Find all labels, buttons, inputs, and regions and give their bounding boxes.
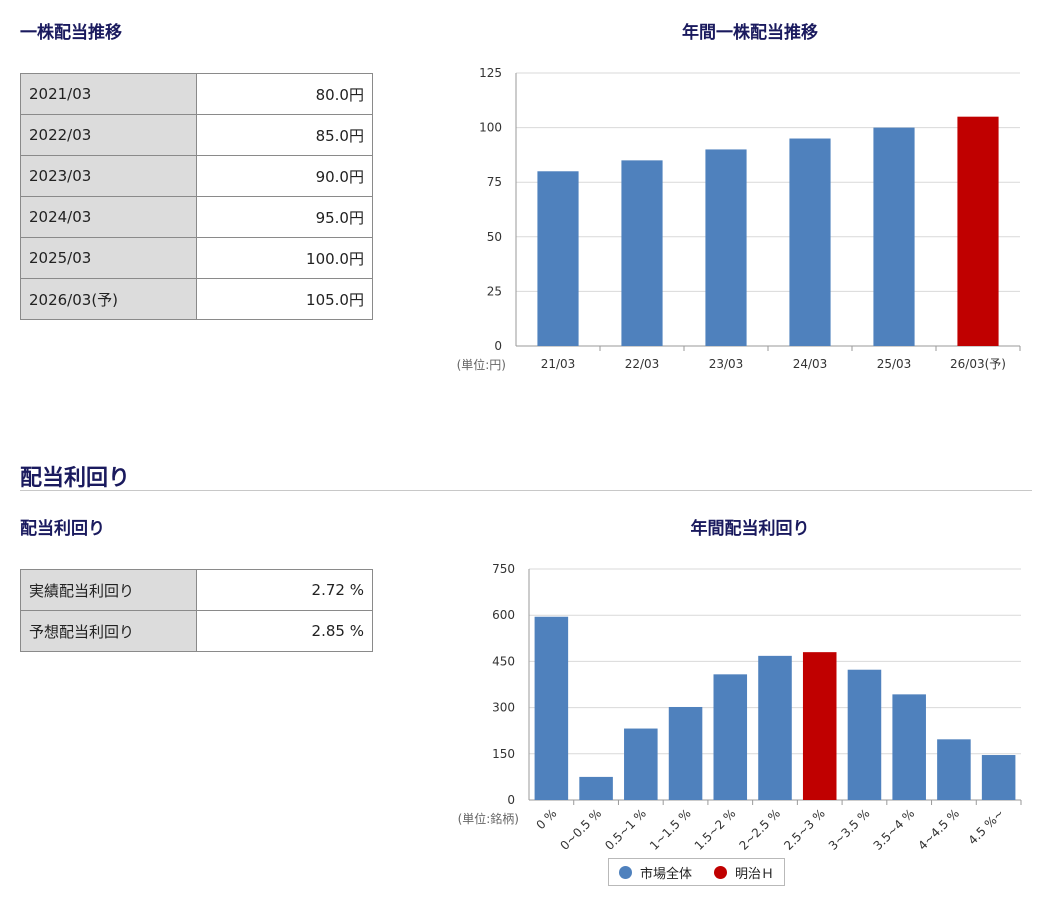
- row-value: 105.0: [306, 290, 349, 309]
- bar: [537, 171, 579, 346]
- x-tick-label: 1.5~2 %: [692, 806, 739, 853]
- y-tick-label: 300: [492, 701, 515, 715]
- row-unit: 円: [348, 126, 364, 145]
- y-tick-label: 100: [479, 121, 502, 135]
- x-tick-label: 21/03: [541, 357, 576, 371]
- row-unit: 円: [348, 167, 364, 186]
- row-value: 80.0: [315, 85, 349, 104]
- unit-label: (単位:円): [457, 357, 506, 372]
- dividend-yield-distribution-chart: 0 150 300 450 600 750 0 %0~0.5 %0.5~1 %1~1.5 %…: [458, 562, 1022, 853]
- x-tick-label: 22/03: [625, 357, 660, 371]
- bar: [579, 776, 613, 800]
- x-tick-label: 1~1.5 %: [647, 806, 694, 853]
- bar: [705, 149, 747, 346]
- x-tick-label: 0 %: [533, 806, 559, 832]
- row-unit: 円: [348, 290, 364, 309]
- chart1-title: 年間一株配当推移: [682, 23, 818, 43]
- row-label: 2023/03: [20, 155, 197, 197]
- row-label: 2024/03: [20, 196, 197, 238]
- bar: [624, 728, 658, 800]
- y-tick-label: 25: [487, 284, 502, 298]
- annual-dividend-chart: 0 25 50 75 100 125 21/03 22/03 23/03 24/03 25/03 26…: [457, 66, 1021, 372]
- table-row: 2026/03(予) 105.0円: [20, 278, 373, 320]
- row-label: 実績配当利回り: [20, 569, 197, 611]
- table-row: 2021/03 80.0円: [20, 73, 373, 115]
- bar: [802, 652, 837, 800]
- bar: [873, 127, 915, 346]
- x-tick-label: 0.5~1 %: [602, 806, 649, 853]
- x-tick-label: 26/03(予): [950, 357, 1006, 371]
- legend-marker: [714, 865, 728, 879]
- bar: [668, 706, 703, 800]
- legend-item-market: 市場全体: [619, 863, 692, 882]
- table-row: 2025/03 100.0円: [20, 237, 373, 279]
- bar: [534, 616, 569, 800]
- x-tick-label: 23/03: [709, 357, 744, 371]
- row-unit: 円: [348, 249, 364, 268]
- y-tick-label: 50: [487, 230, 502, 244]
- dividend-yield-heading: 配当利回り: [20, 519, 105, 539]
- row-value: 85.0: [315, 126, 349, 145]
- y-tick-label: 600: [492, 608, 515, 622]
- bar: [937, 739, 971, 800]
- row-label: 2026/03(予): [20, 278, 197, 320]
- unit-label: (単位:銘柄): [458, 811, 519, 826]
- table-row: 2024/03 95.0円: [20, 196, 373, 238]
- x-tick-label: 0~0.5 %: [558, 806, 605, 853]
- row-value: 90.0: [315, 167, 349, 186]
- chart2-title: 年間配当利回り: [690, 519, 810, 539]
- row-label: 2022/03: [20, 114, 197, 156]
- bar: [758, 655, 792, 800]
- table-row: 実績配当利回り 2.72 %: [20, 569, 373, 611]
- row-label: 予想配当利回り: [20, 610, 197, 652]
- y-tick-label: 125: [479, 66, 502, 80]
- row-label: 2025/03: [20, 237, 197, 279]
- dividend-yield-table: 実績配当利回り 2.72 % 予想配当利回り 2.85 %: [20, 569, 373, 652]
- bar: [957, 116, 999, 347]
- table-row: 2022/03 85.0円: [20, 114, 373, 156]
- dividend-history-table: 2021/03 80.0円 2022/03 85.0円 2023/03 90.0…: [20, 73, 373, 320]
- y-tick-label: 0: [494, 339, 502, 353]
- table-row: 予想配当利回り 2.85 %: [20, 610, 373, 652]
- legend-marker: [619, 865, 632, 879]
- row-unit: 円: [348, 85, 364, 104]
- y-tick-label: 450: [492, 654, 515, 668]
- bar: [713, 674, 748, 800]
- x-tick-label: 25/03: [877, 357, 912, 371]
- x-tick-label: 2.5~3 %: [781, 806, 828, 853]
- x-tick-label: 3.5~4 %: [871, 806, 918, 853]
- bar: [892, 694, 926, 800]
- bar: [981, 755, 1016, 800]
- row-value: 2.72: [311, 581, 345, 599]
- y-tick-label: 750: [492, 562, 515, 576]
- y-tick-label: 150: [492, 747, 515, 761]
- x-tick-label: 4.5 %~: [965, 806, 1006, 847]
- dividend-yield-section-title: 配当利回り: [20, 466, 131, 491]
- y-tick-label: 75: [487, 175, 502, 189]
- row-value: 95.0: [315, 208, 349, 227]
- legend-label: 明治Ｈ: [735, 866, 775, 882]
- row-value: 2.85: [311, 622, 345, 640]
- row-value: 100.0: [306, 249, 349, 268]
- section-divider: [20, 490, 1032, 491]
- dividend-history-heading: 一株配当推移: [20, 23, 122, 43]
- row-label: 2021/03: [20, 73, 197, 115]
- bar: [847, 669, 882, 800]
- bar: [789, 138, 831, 346]
- row-unit: %: [349, 622, 364, 640]
- x-tick-label: 3~3.5 %: [826, 806, 873, 853]
- x-tick-label: 24/03: [793, 357, 828, 371]
- chart2-legend: 市場全体 明治Ｈ: [608, 858, 786, 886]
- legend-label: 市場全体: [640, 866, 693, 882]
- y-tick-label: 0: [507, 793, 515, 807]
- legend-item-company: 明治Ｈ: [714, 863, 774, 882]
- row-unit: %: [349, 581, 364, 599]
- row-unit: 円: [348, 208, 364, 227]
- table-row: 2023/03 90.0円: [20, 155, 373, 197]
- x-tick-label: 2~2.5 %: [736, 806, 783, 853]
- bar: [621, 160, 663, 346]
- x-tick-label: 4~4.5 %: [915, 806, 962, 853]
